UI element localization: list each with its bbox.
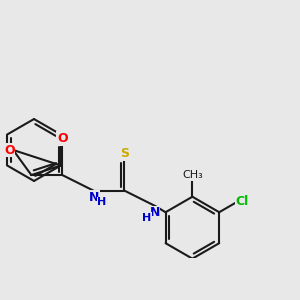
- Text: H: H: [142, 213, 151, 223]
- Text: O: O: [57, 132, 68, 145]
- Text: S: S: [120, 148, 129, 160]
- Text: N: N: [89, 191, 99, 204]
- Text: N: N: [149, 206, 160, 219]
- Text: O: O: [4, 143, 15, 157]
- Text: Cl: Cl: [236, 195, 249, 208]
- Text: H: H: [97, 197, 106, 207]
- Text: CH₃: CH₃: [183, 170, 203, 180]
